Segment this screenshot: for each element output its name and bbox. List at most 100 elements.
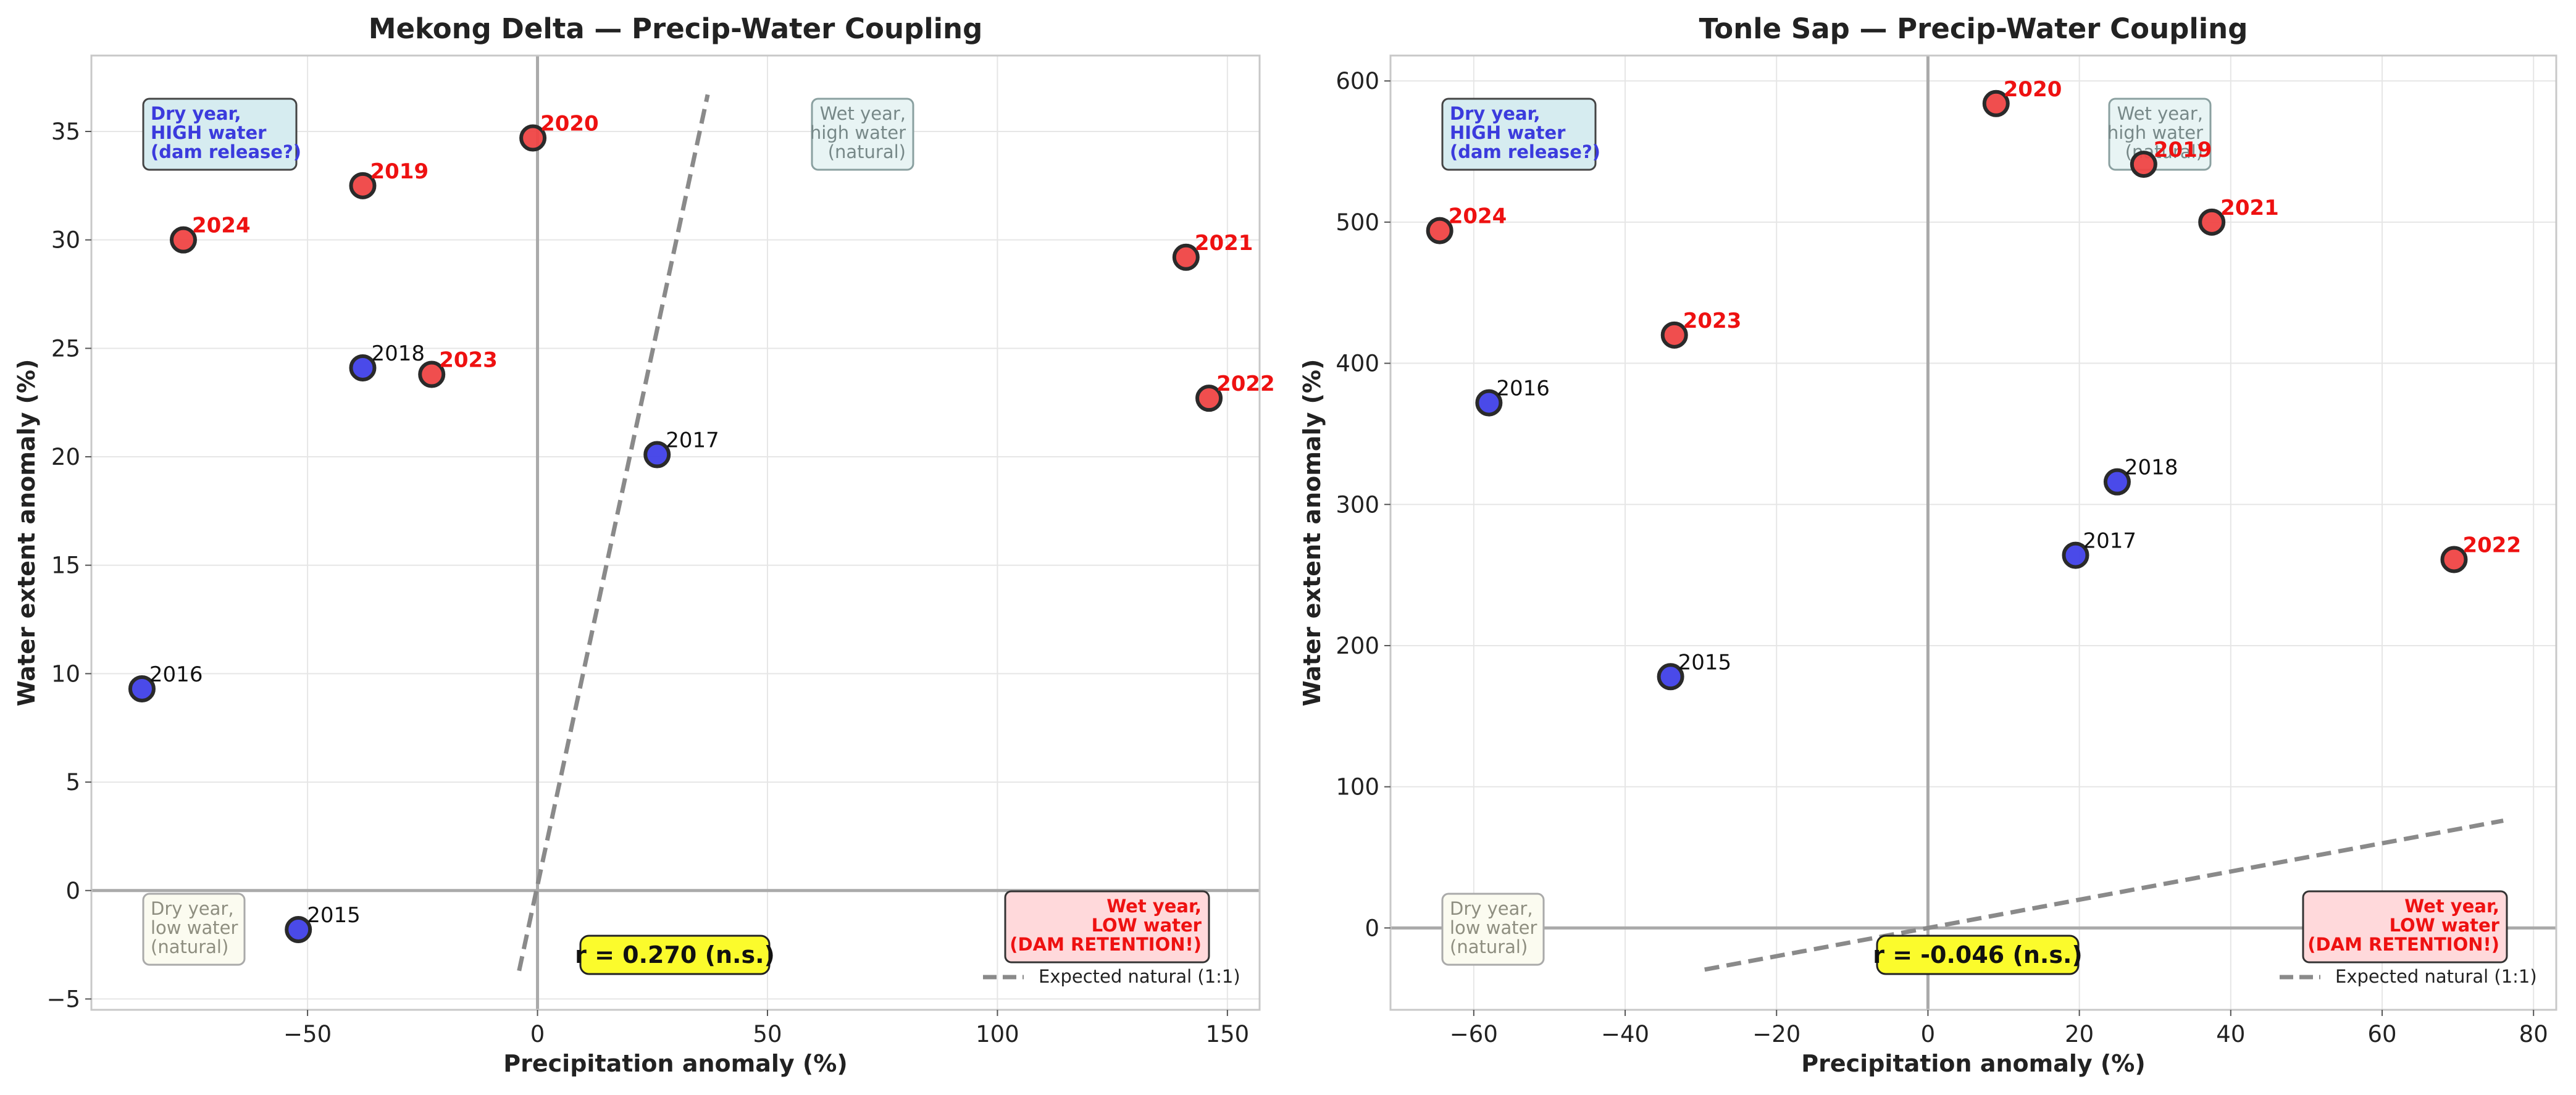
quadrant-note-line: HIGH water <box>1450 122 1566 143</box>
data-point-2022 <box>2440 546 2468 573</box>
data-point-2020 <box>519 124 547 152</box>
reference-line-1-to-1 <box>517 94 710 972</box>
quadrant-note-box <box>811 98 914 171</box>
quadrant-note-box <box>142 98 298 171</box>
quadrant-note-line: Dry year, <box>1450 103 1541 124</box>
data-label-2021: 2021 <box>1195 231 1253 256</box>
x-tick-label: 100 <box>976 1021 1019 1047</box>
quadrant-note-line: high water <box>810 122 906 143</box>
y-tick-label: 10 <box>51 660 80 687</box>
data-label-2020: 2020 <box>540 112 599 136</box>
data-point-2023 <box>1660 321 1688 349</box>
quadrant-note-box <box>2302 890 2508 964</box>
quadrant-note-top-left: Dry year,HIGH water(dam release?) <box>142 98 301 171</box>
data-point-2016 <box>128 675 156 702</box>
quadrant-note-line: (DAM RETENTION!) <box>1010 934 1202 955</box>
data-label-2017: 2017 <box>666 428 719 453</box>
y-tick-label: 0 <box>1365 915 1379 941</box>
quadrant-note-line: Wet year, <box>2404 896 2499 917</box>
data-point-2016 <box>1475 389 1503 417</box>
data-point-2018 <box>2103 468 2131 496</box>
y-tick-label: 15 <box>51 552 80 579</box>
quadrant-note-line: (natural) <box>1450 936 1528 957</box>
data-point-2024 <box>169 226 197 254</box>
x-tick-label: 20 <box>2065 1021 2094 1047</box>
x-tick-label: 80 <box>2519 1021 2548 1047</box>
quadrant-note-top-right: Wet year,high water(natural) <box>810 98 914 171</box>
quadrant-note-line: high water <box>2107 122 2203 143</box>
plot-area <box>1390 56 2556 1010</box>
y-tick-label: 500 <box>1336 209 1379 236</box>
data-label-2020: 2020 <box>2004 77 2062 102</box>
data-point-2022 <box>1195 385 1223 412</box>
data-point-2017 <box>643 441 671 468</box>
data-point-2017 <box>2062 541 2089 569</box>
chart-title: Mekong Delta — Precip-Water Coupling <box>369 12 983 45</box>
x-tick-label: 40 <box>2216 1021 2245 1047</box>
x-axis-label: Precipitation anomaly (%) <box>1801 1050 2145 1077</box>
quadrant-note-bottom-right: Wet year,LOW water(DAM RETENTION!) <box>1004 890 1210 964</box>
quadrant-note-bottom-left: Dry year,low water(natural) <box>1441 893 1545 966</box>
quadrant-note-top-right: Wet year,high water(natural) <box>2107 98 2212 171</box>
chart-title: Tonle Sap — Precip-Water Coupling <box>1699 12 2248 45</box>
quadrant-note-line: Wet year, <box>2117 103 2203 124</box>
legend: Expected natural (1:1) <box>983 966 1240 987</box>
quadrant-note-line: (DAM RETENTION!) <box>2307 934 2499 955</box>
data-label-2022: 2022 <box>1216 372 1275 396</box>
plot-area <box>91 56 1260 1010</box>
chart-panel-2: −60 −40 −20 0 20 40 60 80 0 100 200 300 400 500 600 Ton… <box>1298 12 2557 1077</box>
data-label-2018: 2018 <box>2125 456 2178 480</box>
quadrant-note-bottom-left: Dry year,low water(natural) <box>142 893 246 966</box>
quadrant-note-line: low water <box>151 917 238 938</box>
quadrant-note-line: HIGH water <box>151 122 267 143</box>
x-tick-label: 0 <box>1921 1021 1936 1047</box>
data-label-2015: 2015 <box>1678 650 1732 675</box>
quadrant-note-line: Dry year, <box>151 898 234 919</box>
correlation-box <box>579 935 771 975</box>
quadrant-note-box <box>142 893 246 966</box>
quadrant-note-top-left: Dry year,HIGH water(dam release?) <box>1441 98 1600 171</box>
quadrant-note-line: LOW water <box>1092 915 1202 936</box>
quadrant-note-line: (dam release?) <box>151 141 301 162</box>
data-label-2022: 2022 <box>2462 533 2521 557</box>
x-tick-label: 60 <box>2367 1021 2396 1047</box>
quadrant-note-line: low water <box>1450 917 1537 938</box>
data-point-2015 <box>285 915 312 943</box>
data-label-2021: 2021 <box>2220 196 2279 220</box>
y-tick-label: 200 <box>1336 633 1379 659</box>
data-label-2016: 2016 <box>1496 377 1550 401</box>
quadrant-note-line: Wet year, <box>820 103 906 124</box>
quadrant-note-line: Wet year, <box>1106 896 1202 917</box>
data-label-2015: 2015 <box>307 903 361 928</box>
data-point-2021 <box>2198 208 2226 236</box>
quadrant-note-line: Dry year, <box>151 103 241 124</box>
data-point-2015 <box>1657 663 1684 691</box>
data-point-2020 <box>1982 90 2010 117</box>
x-tick-label: 50 <box>753 1021 782 1047</box>
y-tick-label: 600 <box>1336 68 1379 94</box>
data-label-2024: 2024 <box>192 214 251 238</box>
quadrant-note-line: (dam release?) <box>1450 141 1600 162</box>
quadrant-note-box <box>1441 98 1597 171</box>
quadrant-note-line: Dry year, <box>1450 898 1533 919</box>
data-point-2023 <box>418 360 446 388</box>
data-point-2019 <box>349 172 377 199</box>
data-label-2023: 2023 <box>439 348 498 373</box>
x-tick-label: −40 <box>1601 1021 1649 1047</box>
data-point-2019 <box>2130 151 2157 178</box>
y-tick-label: 5 <box>65 769 80 796</box>
correlation-label: r = 0.270 (n.s.) <box>575 941 775 968</box>
quadrant-note-box <box>1004 890 1210 964</box>
x-tick-label: −60 <box>1450 1021 1498 1047</box>
data-point-2024 <box>1426 217 1453 244</box>
data-label-2024: 2024 <box>1449 204 1507 229</box>
data-label-2023: 2023 <box>1683 309 1742 333</box>
legend: Expected natural (1:1) <box>2280 966 2537 987</box>
y-tick-label: 0 <box>65 878 80 904</box>
legend-label: Expected natural (1:1) <box>1039 966 1240 987</box>
data-label-2019: 2019 <box>2154 138 2212 162</box>
y-tick-label: −5 <box>46 986 80 1012</box>
plot-frame <box>1389 54 2557 1011</box>
x-tick-label: −50 <box>283 1021 332 1047</box>
